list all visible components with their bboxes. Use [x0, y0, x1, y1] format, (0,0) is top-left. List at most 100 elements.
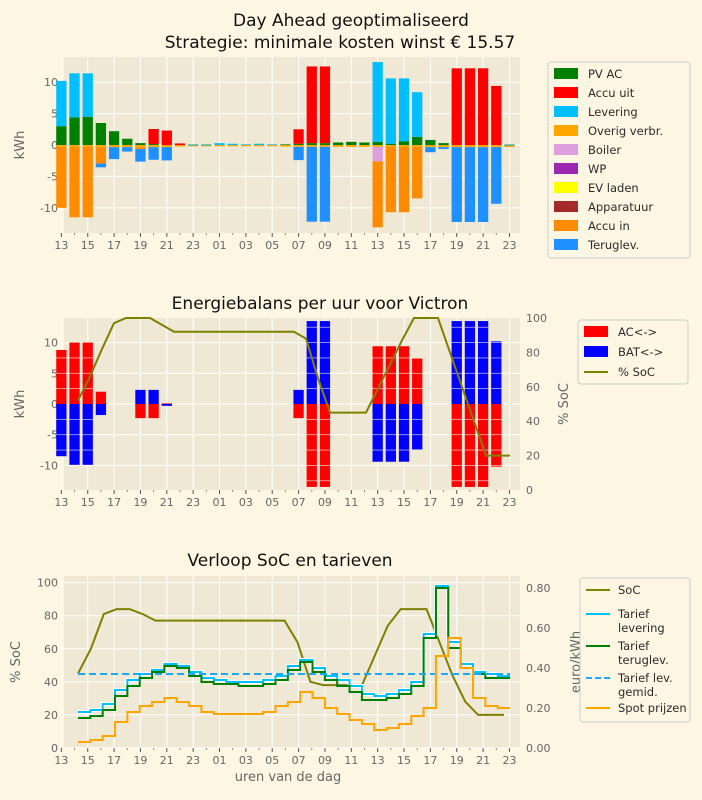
bar-levering	[240, 144, 252, 146]
y2-tick-label: 0.80	[526, 582, 551, 595]
x-tick-label: 17	[107, 496, 121, 509]
y-tick-label: 0	[51, 398, 58, 411]
legend-label: PV AC	[588, 67, 622, 81]
legend-swatch	[554, 239, 578, 250]
y-tick-label: 60	[44, 643, 58, 656]
bar-ac	[451, 404, 462, 487]
bar-pv-ac	[425, 139, 436, 145]
bar-pv-ac	[122, 138, 133, 145]
legend-swatch	[554, 125, 578, 136]
y-tick-label: -5	[47, 170, 58, 183]
bar-pv-ac	[332, 142, 344, 145]
legend-label: EV laden	[588, 181, 639, 195]
y-tick-label: 0	[51, 139, 58, 152]
x-tick-label: 19	[450, 496, 464, 509]
bar-pv-ac	[56, 126, 67, 145]
legend-label: Teruglev.	[587, 238, 639, 252]
x-tick-label: 15	[397, 239, 411, 252]
legend-label: Apparatuur	[588, 200, 653, 214]
bar-overig-verbr-	[280, 145, 291, 147]
y-tick-label: 5	[51, 367, 58, 380]
bar-levering	[227, 143, 238, 145]
legend-swatch	[554, 106, 578, 117]
bar-teruglev-	[491, 147, 502, 204]
bar-overig-verbr-	[451, 145, 462, 148]
x-tick-label: 15	[397, 754, 411, 767]
legend-label: Accu uit	[588, 86, 635, 100]
chart-title: Day Ahead geoptimaliseerd	[233, 11, 469, 31]
bar-overig-verbr-	[95, 145, 107, 148]
bar-accu-uit	[306, 66, 317, 144]
bar-pv-ac	[280, 144, 291, 146]
bar-overig-verbr-	[359, 145, 370, 147]
x-tick-label: 21	[160, 754, 174, 767]
legend-label: Boiler	[588, 143, 621, 157]
bar-teruglev-	[135, 149, 146, 162]
legend-label: % SoC	[618, 365, 655, 379]
x-tick-label: 13	[54, 496, 68, 509]
bar-teruglev-	[319, 146, 331, 222]
x-tick-label: 13	[54, 754, 68, 767]
bar-pv-ac	[148, 144, 159, 145]
legend-label: Overig verbr.	[588, 124, 663, 138]
x-tick-label: 13	[371, 496, 385, 509]
bar-overig-verbr-	[477, 145, 489, 148]
y2-axis-label: % SoC	[557, 383, 572, 425]
x-tick-label: 01	[213, 754, 227, 767]
bar-ac	[385, 346, 396, 404]
y-axis-label: % SoC	[9, 641, 24, 683]
x-tick-label: 19	[133, 239, 147, 252]
bar-pv-ac	[306, 143, 317, 145]
bar-pv-ac	[95, 123, 107, 145]
series-spot-prijzen	[78, 637, 510, 743]
x-tick-label: 19	[133, 754, 147, 767]
bar-levering	[56, 80, 67, 127]
x-tick-label: 07	[292, 496, 306, 509]
bar-accu-in	[69, 146, 80, 218]
bar-ac	[319, 404, 331, 487]
bar-pv-ac	[346, 141, 357, 145]
bar-overig-verbr-	[188, 145, 199, 147]
bar-bat	[56, 404, 67, 457]
x-tick-label: 03	[239, 754, 253, 767]
bar-ac	[56, 349, 67, 404]
x-tick-label: 07	[292, 239, 306, 252]
x-tick-label: 21	[476, 754, 490, 767]
legend-box	[547, 61, 691, 259]
series-tarief-teruglev-	[78, 587, 510, 719]
bar-teruglev-	[122, 147, 133, 152]
y-tick-label: 0	[51, 742, 58, 755]
x-tick-label: 17	[423, 239, 437, 252]
x-tick-label: 21	[476, 239, 490, 252]
bar-accu-in	[398, 146, 410, 213]
bar-overig-verbr-	[319, 145, 331, 147]
bar-overig-verbr-	[240, 145, 252, 147]
bar-overig-verbr-	[69, 145, 80, 147]
legend-label: SoC	[618, 583, 640, 597]
chart-subtitle: Strategie: minimale kosten winst € 15.57	[165, 33, 515, 53]
y2-tick-label: 0	[526, 484, 533, 497]
bar-teruglev-	[108, 147, 120, 160]
bar-overig-verbr-	[425, 145, 436, 148]
bar-ac	[148, 404, 159, 419]
y-tick-label: 5	[51, 108, 58, 121]
bar-accu-uit	[477, 68, 489, 145]
bar-ac	[95, 391, 107, 404]
bar-ac	[464, 404, 476, 487]
bar-ac	[293, 404, 304, 419]
bar-boiler	[372, 146, 383, 162]
bar-overig-verbr-	[438, 145, 449, 148]
bar-accu-in	[95, 147, 107, 164]
bar-accu-uit	[451, 68, 462, 145]
bar-overig-verbr-	[332, 145, 344, 147]
y-tick-label: 10	[44, 76, 58, 89]
x-tick-label: 03	[239, 496, 253, 509]
x-tick-label: 15	[81, 496, 95, 509]
bar-pv-ac	[398, 141, 410, 145]
bar-teruglev-	[477, 147, 489, 222]
legend-swatch	[554, 87, 578, 98]
bar-overig-verbr-	[122, 145, 133, 148]
bar-accu-uit	[491, 85, 502, 145]
x-tick-label: 19	[133, 496, 147, 509]
bar-overig-verbr-	[293, 145, 304, 147]
